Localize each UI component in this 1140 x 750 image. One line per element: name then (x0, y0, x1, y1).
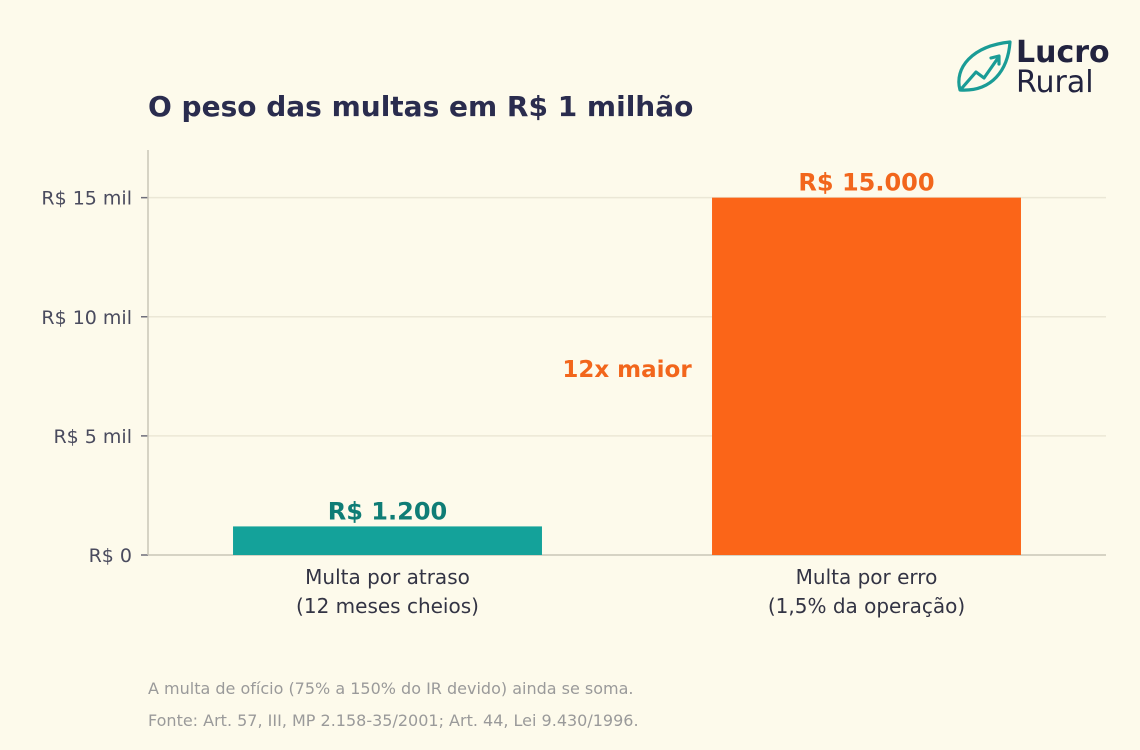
category-label: Multa por erro (796, 565, 938, 589)
bar (712, 197, 1021, 555)
leaf-icon (957, 40, 1012, 92)
bar (233, 526, 542, 555)
data-labels: R$ 1.200 R$ 15.000 (328, 169, 935, 526)
y-tick-label: R$ 10 mil (41, 307, 132, 329)
category-label: Multa por atraso (305, 565, 470, 589)
y-tick-label: R$ 0 (89, 545, 132, 567)
brand-line1: Lucro (1016, 35, 1110, 70)
bars (233, 197, 1021, 555)
footnote-note: A multa de ofício (75% a 150% do IR devi… (148, 679, 634, 698)
bar-value-label: R$ 1.200 (328, 497, 447, 525)
category-label: (12 meses cheios) (296, 594, 479, 618)
chart-title: O peso das multas em R$ 1 milhão (148, 90, 693, 123)
category-labels: Multa por atraso (12 meses cheios) Multa p… (296, 565, 965, 618)
comparison-annotation: 12x maior (562, 357, 692, 383)
y-tick-label: R$ 5 mil (53, 426, 132, 448)
brand-logo: Lucro Rural (957, 35, 1110, 100)
y-tick-label: R$ 15 mil (41, 188, 132, 210)
footnote-source: Fonte: Art. 57, III, MP 2.158-35/2001; A… (148, 711, 639, 730)
brand-line2: Rural (1016, 65, 1094, 100)
bar-value-label: R$ 15.000 (798, 169, 934, 197)
category-label: (1,5% da operação) (768, 594, 965, 618)
y-axis-ticks: R$ 0 R$ 5 mil R$ 10 mil R$ 15 mil (41, 188, 148, 567)
